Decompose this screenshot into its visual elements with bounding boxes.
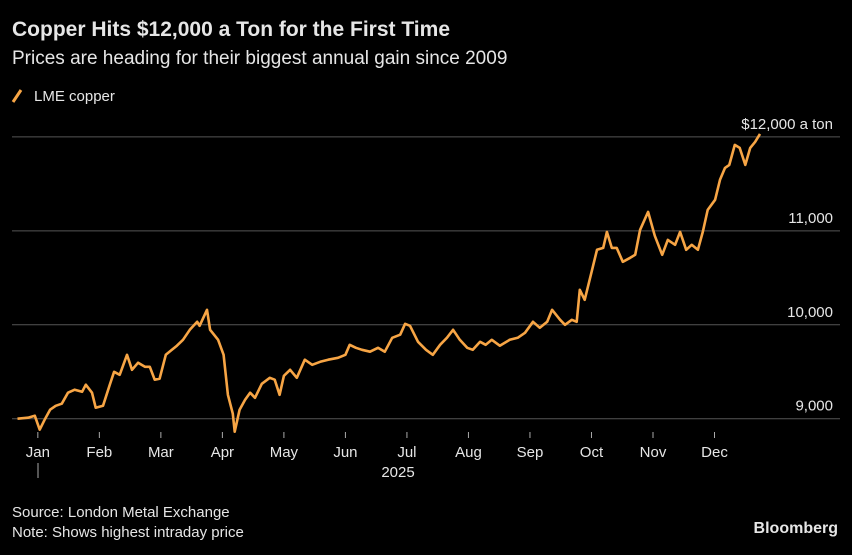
x-tick-label: Feb xyxy=(86,444,112,461)
source: Source: London Metal Exchange xyxy=(12,504,230,521)
chart-title: Copper Hits $12,000 a Ton for the First … xyxy=(12,18,450,41)
note: Note: Shows highest intraday price xyxy=(12,524,244,541)
x-tick-label: Sep xyxy=(517,444,544,461)
x-tick-label: Apr xyxy=(211,444,234,461)
year-label: 2025 xyxy=(381,464,414,481)
legend-marker xyxy=(11,89,23,103)
x-tick-label: May xyxy=(270,444,299,461)
x-tick-label: Dec xyxy=(701,444,728,461)
y-tick-label: $12,000 a ton xyxy=(741,116,833,133)
y-tick-label: 10,000 xyxy=(787,304,833,321)
x-tick-label: Oct xyxy=(580,444,604,461)
y-tick-label: 11,000 xyxy=(788,210,833,227)
x-tick-label: Nov xyxy=(640,444,667,461)
x-tick-label: Mar xyxy=(148,444,174,461)
y-tick-label: 9,000 xyxy=(795,398,833,415)
x-tick-label: Aug xyxy=(455,444,482,461)
chart-subtitle: Prices are heading for their biggest ann… xyxy=(12,48,507,69)
price-line xyxy=(17,133,762,433)
brand: Bloomberg xyxy=(754,520,838,537)
x-tick-label: Jun xyxy=(333,444,357,461)
x-tick-label: Jan xyxy=(26,444,50,461)
legend-label: LME copper xyxy=(34,88,115,105)
x-tick-label: Jul xyxy=(397,444,416,461)
